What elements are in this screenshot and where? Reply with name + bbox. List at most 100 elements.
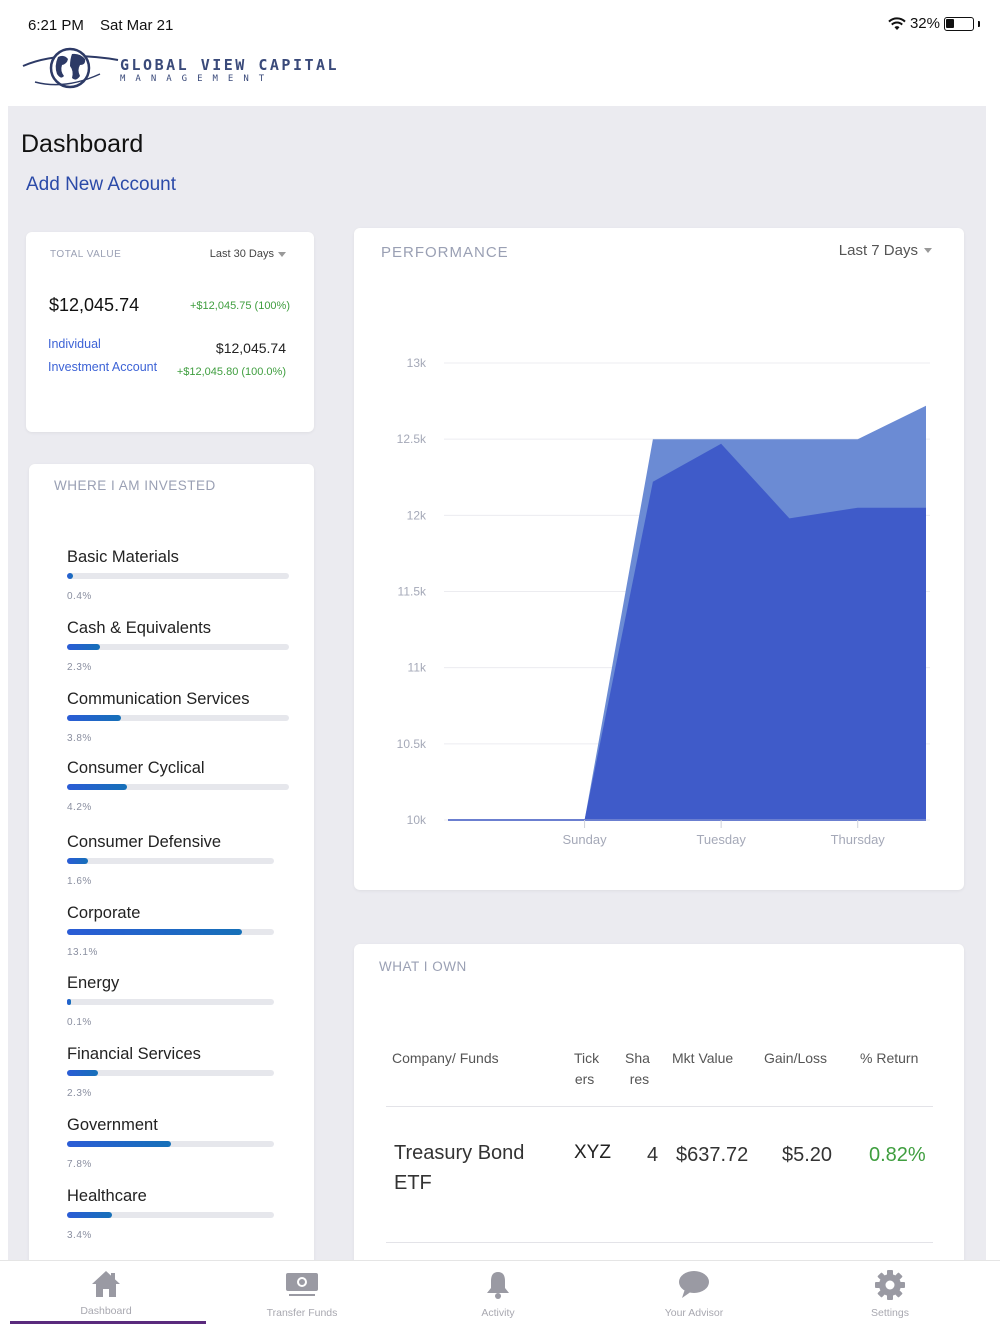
sector-item: Communication Services 3.8% bbox=[67, 690, 289, 744]
sector-progress-fill bbox=[67, 1070, 98, 1076]
account-name-line2[interactable]: Investment Account bbox=[48, 360, 158, 374]
brand-name: GLOBAL VIEW CAPITAL bbox=[120, 56, 340, 74]
holding-name: Treasury Bond ETF bbox=[394, 1138, 524, 1198]
col-header-shares: Sha res bbox=[625, 1048, 650, 1090]
area-series-2 bbox=[448, 443, 926, 820]
sector-item: Financial Services 2.3% bbox=[67, 1045, 274, 1099]
col-header-company: Company/ Funds bbox=[392, 1050, 499, 1066]
total-value-range-dropdown[interactable]: Last 30 Days bbox=[210, 248, 286, 260]
sector-percent: 2.3% bbox=[67, 662, 92, 673]
tab-settings[interactable]: Settings bbox=[792, 1261, 988, 1334]
tab-your-advisor[interactable]: Your Advisor bbox=[596, 1261, 792, 1334]
sector-progress-bar bbox=[67, 1141, 274, 1147]
sector-progress-fill bbox=[67, 1212, 113, 1218]
col-header-shares-line1: Sha bbox=[625, 1050, 650, 1066]
where-invested-title: WHERE I AM INVESTED bbox=[54, 478, 216, 493]
sector-percent: 1.6% bbox=[67, 876, 92, 887]
gear-icon bbox=[875, 1270, 905, 1300]
sector-progress-fill bbox=[67, 929, 242, 935]
app-header: GLOBAL VIEW CAPITAL MANAGEMENT bbox=[0, 44, 1000, 106]
sector-item: Corporate 13.1% bbox=[67, 904, 274, 958]
sector-progress-fill bbox=[67, 644, 100, 650]
brand-subtitle: MANAGEMENT bbox=[120, 74, 275, 84]
add-new-account-link[interactable]: Add New Account bbox=[26, 174, 176, 195]
sector-name: Basic Materials bbox=[67, 548, 179, 566]
total-value-label: TOTAL VALUE bbox=[50, 249, 122, 260]
sector-item: Government 7.8% bbox=[67, 1116, 274, 1170]
holdings-title: WHAT I OWN bbox=[379, 959, 467, 974]
sector-item: Healthcare 3.4% bbox=[67, 1187, 274, 1241]
active-tab-indicator bbox=[10, 1321, 206, 1324]
holding-name-line2: ETF bbox=[394, 1172, 432, 1194]
sector-progress-fill bbox=[67, 1141, 172, 1147]
sector-progress-fill bbox=[67, 999, 72, 1005]
performance-range-dropdown[interactable]: Last 7 Days bbox=[839, 242, 932, 259]
sector-name: Energy bbox=[67, 974, 120, 992]
sector-progress-bar bbox=[67, 715, 289, 721]
table-divider bbox=[386, 1242, 933, 1243]
sector-progress-fill bbox=[67, 784, 128, 790]
dashboard-main: Dashboard Add New Account TOTAL VALUE La… bbox=[8, 106, 986, 1260]
holding-shares: 4 bbox=[647, 1144, 659, 1166]
status-time: 6:21 PM bbox=[28, 17, 84, 34]
sector-name: Corporate bbox=[67, 904, 141, 922]
col-header-mkt-value: Mkt Value bbox=[672, 1050, 734, 1066]
sector-progress-fill bbox=[67, 715, 122, 721]
y-tick-label: 10k bbox=[407, 813, 427, 827]
sector-percent: 2.3% bbox=[67, 1088, 92, 1099]
bell-icon bbox=[487, 1272, 509, 1299]
y-tick-label: 13k bbox=[407, 356, 427, 370]
sector-progress-bar bbox=[67, 858, 274, 864]
total-value-range-label: Last 30 Days bbox=[209, 248, 274, 260]
home-icon bbox=[92, 1271, 120, 1297]
sector-item: Consumer Defensive 1.6% bbox=[67, 833, 274, 887]
sector-name: Financial Services bbox=[67, 1045, 201, 1063]
y-tick-label: 10.5k bbox=[397, 737, 427, 751]
sector-progress-bar bbox=[67, 1212, 274, 1218]
sector-progress-bar bbox=[67, 573, 289, 579]
tab-label: Dashboard bbox=[80, 1305, 132, 1317]
tab-transfer-funds[interactable]: Transfer Funds bbox=[204, 1261, 400, 1334]
y-tick-label: 12.5k bbox=[397, 432, 427, 446]
sector-progress-fill bbox=[67, 858, 89, 864]
sector-percent: 13.1% bbox=[67, 947, 98, 958]
sector-name: Healthcare bbox=[67, 1187, 147, 1205]
holding-ticker: XYZ bbox=[574, 1142, 611, 1163]
performance-area-chart: 10k 10.5k 11k 11.5k 12k 12.5k 13k Sunday Tuesday… bbox=[397, 356, 930, 847]
battery-icon bbox=[944, 16, 974, 31]
battery-percent: 32% bbox=[909, 15, 940, 32]
tab-label: Transfer Funds bbox=[266, 1307, 338, 1319]
holding-gain-loss: $5.20 bbox=[782, 1144, 833, 1166]
col-header-return: % Return bbox=[860, 1050, 919, 1066]
sector-name: Communication Services bbox=[67, 690, 250, 708]
status-indicators: 32% bbox=[888, 15, 980, 32]
page-title: Dashboard bbox=[21, 130, 144, 158]
col-header-tickers: Tick ers bbox=[574, 1048, 599, 1090]
y-tick-label: 12k bbox=[407, 508, 427, 522]
chat-bubble-icon bbox=[679, 1271, 709, 1298]
tab-dashboard[interactable]: Dashboard bbox=[8, 1261, 204, 1334]
sector-progress-bar bbox=[67, 784, 289, 790]
tab-activity[interactable]: Activity bbox=[400, 1261, 596, 1334]
bottom-tab-bar: Dashboard Transfer Funds Activity Your A… bbox=[0, 1260, 1000, 1334]
account-value: $12,045.74 bbox=[215, 340, 286, 356]
y-tick-label: 11.5k bbox=[398, 585, 427, 599]
tab-label: Your Advisor bbox=[664, 1307, 724, 1319]
chevron-down-icon bbox=[278, 251, 286, 257]
x-tick-label: Thursday bbox=[831, 832, 886, 847]
status-bar: 6:21 PM Sat Mar 21 32% bbox=[0, 0, 1000, 48]
sector-percent: 3.4% bbox=[67, 1230, 92, 1241]
sector-item: Consumer Cyclical 4.2% bbox=[67, 759, 289, 813]
where-invested-card: WHERE I AM INVESTED Basic Materials 0.4% C… bbox=[29, 464, 314, 1260]
status-date: Sat Mar 21 bbox=[100, 17, 174, 34]
holding-mkt-value: $637.72 bbox=[676, 1144, 749, 1166]
account-change: +$12,045.80 (100.0%) bbox=[176, 366, 286, 378]
account-name-line1[interactable]: Individual bbox=[48, 337, 101, 351]
sector-name: Government bbox=[67, 1116, 158, 1134]
money-icon bbox=[286, 1273, 318, 1296]
sector-progress-bar bbox=[67, 1070, 274, 1076]
sector-percent: 0.1% bbox=[67, 1017, 92, 1028]
performance-card: PERFORMANCE Last 7 Days 10k 10.5k 11k 11.5k… bbox=[354, 228, 964, 890]
y-tick-label: 11k bbox=[408, 661, 427, 675]
tab-label: Settings bbox=[871, 1307, 909, 1319]
